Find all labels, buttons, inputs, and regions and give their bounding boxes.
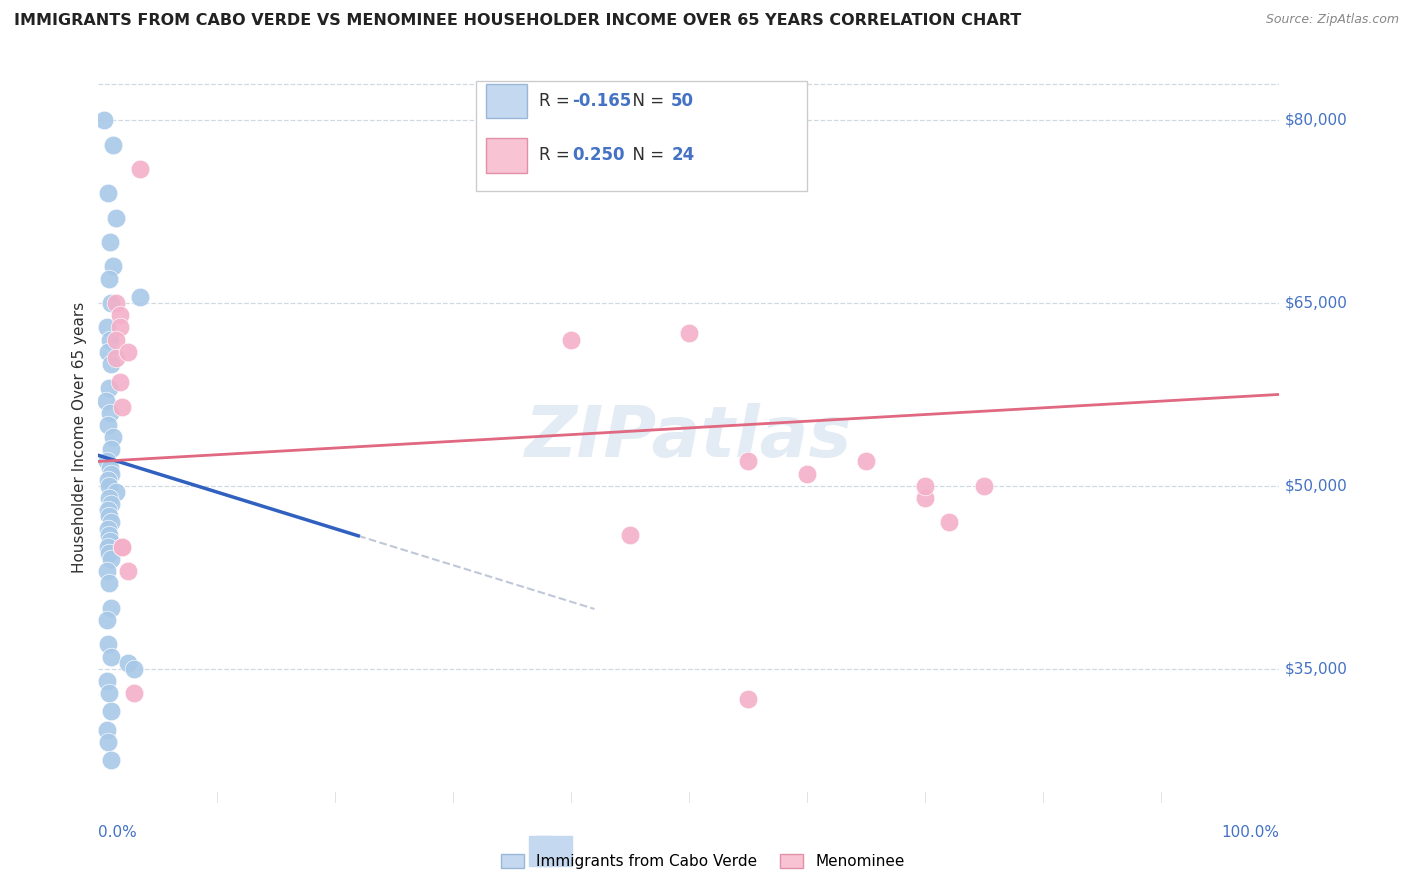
Point [101, 260, 124, 274]
Point [98, 533, 121, 548]
Text: R =: R = [538, 92, 575, 110]
Bar [486, 138, 527, 172]
Point [97, 473, 120, 487]
Point [938, 516, 960, 530]
FancyBboxPatch shape [477, 81, 807, 191]
Point [105, 485, 128, 500]
Point [96, 723, 118, 737]
Point [96, 564, 118, 578]
Point [98, 333, 121, 347]
Point [94, 393, 117, 408]
Point [105, 211, 128, 225]
Point [98, 381, 121, 395]
Text: Source: ZipAtlas.com: Source: ZipAtlas.com [1265, 13, 1399, 27]
Text: ZIPatlas: ZIPatlas [526, 402, 852, 472]
Point [98, 527, 121, 541]
Point [100, 600, 122, 615]
Point [117, 564, 139, 578]
Point [98, 576, 121, 591]
Point [97, 540, 120, 554]
Point [619, 527, 641, 541]
Point [101, 137, 124, 152]
Text: 0.250: 0.250 [572, 146, 624, 164]
Text: R =: R = [538, 146, 575, 164]
Point [560, 333, 582, 347]
Point [93, 113, 115, 128]
Point [98, 546, 121, 560]
Legend: Immigrants from Cabo Verde, Menominee: Immigrants from Cabo Verde, Menominee [495, 848, 911, 875]
Point [100, 497, 122, 511]
Text: 24: 24 [671, 146, 695, 164]
Text: -0.165: -0.165 [572, 92, 631, 110]
Point [97, 521, 120, 535]
Point [678, 326, 700, 341]
Point [108, 376, 131, 390]
Point [100, 753, 122, 767]
Point [96, 454, 118, 468]
Point [98, 460, 121, 475]
Point [117, 344, 139, 359]
Text: N =: N = [621, 146, 669, 164]
Text: 50: 50 [671, 92, 695, 110]
Point [105, 333, 128, 347]
Point [98, 686, 121, 700]
Point [100, 516, 122, 530]
Point [108, 320, 131, 334]
Text: N =: N = [621, 92, 669, 110]
Point [100, 552, 122, 566]
Point [128, 290, 150, 304]
Point [914, 491, 936, 505]
Point [100, 649, 122, 664]
Point [105, 296, 128, 310]
Point [914, 479, 936, 493]
Text: 0.0%: 0.0% [98, 825, 138, 840]
Bar [486, 84, 527, 118]
Point [97, 735, 120, 749]
Point [111, 540, 134, 554]
Point [98, 491, 121, 505]
Point [98, 271, 121, 285]
Point [98, 406, 121, 420]
Point [98, 479, 121, 493]
Point [111, 540, 134, 554]
Text: $65,000: $65,000 [1285, 295, 1348, 310]
Point [122, 686, 145, 700]
Text: $80,000: $80,000 [1285, 112, 1348, 128]
Point [855, 454, 877, 468]
Text: 100.0%: 100.0% [1222, 825, 1279, 840]
Point [97, 503, 120, 517]
Point [97, 186, 120, 201]
Text: $35,000: $35,000 [1285, 661, 1348, 676]
Point [796, 467, 818, 481]
Point [97, 417, 120, 432]
Point [100, 467, 122, 481]
Point [96, 673, 118, 688]
Point [101, 430, 124, 444]
Text: IMMIGRANTS FROM CABO VERDE VS MENOMINEE HOUSEHOLDER INCOME OVER 65 YEARS CORRELA: IMMIGRANTS FROM CABO VERDE VS MENOMINEE … [14, 13, 1021, 29]
Point [108, 308, 131, 322]
Point [117, 656, 139, 670]
Point [100, 442, 122, 457]
Point [100, 296, 122, 310]
Point [97, 344, 120, 359]
Point [98, 509, 121, 524]
Point [122, 662, 145, 676]
Point [100, 705, 122, 719]
Point [737, 692, 759, 706]
Point [737, 454, 759, 468]
Point [96, 320, 118, 334]
Point [97, 637, 120, 651]
Point [973, 479, 995, 493]
Point [100, 357, 122, 371]
Point [105, 351, 128, 365]
Text: $50,000: $50,000 [1285, 478, 1348, 493]
Y-axis label: Householder Income Over 65 years: Householder Income Over 65 years [72, 301, 87, 573]
Point [96, 613, 118, 627]
Point [111, 400, 134, 414]
Point [98, 235, 121, 249]
Point [128, 161, 150, 176]
